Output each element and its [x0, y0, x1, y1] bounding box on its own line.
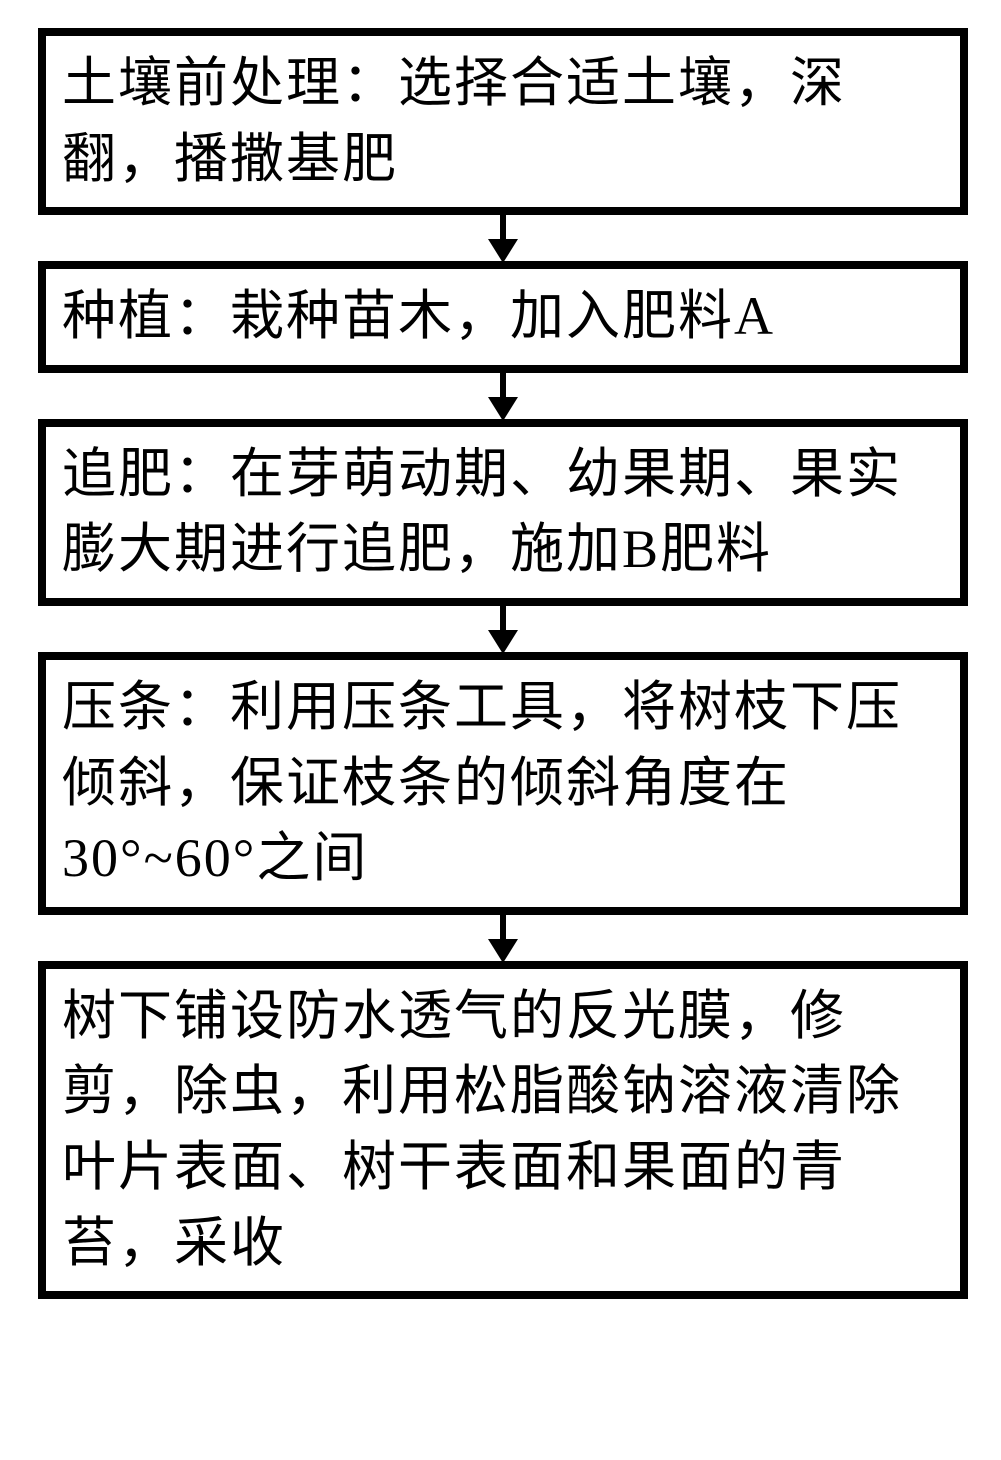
arrow-4 [38, 915, 968, 961]
flow-step-3: 追肥：在芽萌动期、幼果期、果实膨大期进行追肥，施加B肥料 [38, 419, 968, 606]
flow-step-4-text: 压条：利用压条工具，将树枝下压倾斜，保证枝条的倾斜角度在30°~60°之间 [62, 677, 902, 888]
arrow-1 [38, 215, 968, 261]
arrow-2 [38, 373, 968, 419]
flow-step-1: 土壤前处理：选择合适土壤，深翻，播撒基肥 [38, 28, 968, 215]
flow-step-2-text: 种植：栽种苗木，加入肥料A [62, 286, 775, 346]
flow-step-4: 压条：利用压条工具，将树枝下压倾斜，保证枝条的倾斜角度在30°~60°之间 [38, 652, 968, 915]
flow-step-5-text: 树下铺设防水透气的反光膜，修剪，除虫，利用松脂酸钠溶液清除叶片表面、树干表面和果… [62, 986, 902, 1273]
flow-step-3-text: 追肥：在芽萌动期、幼果期、果实膨大期进行追肥，施加B肥料 [62, 444, 902, 580]
flow-step-1-text: 土壤前处理：选择合适土壤，深翻，播撒基肥 [62, 53, 846, 189]
arrow-3 [38, 606, 968, 652]
flow-step-2: 种植：栽种苗木，加入肥料A [38, 261, 968, 373]
flowchart-container: 土壤前处理：选择合适土壤，深翻，播撒基肥 种植：栽种苗木，加入肥料A 追肥：在芽… [38, 28, 968, 1299]
flow-step-5: 树下铺设防水透气的反光膜，修剪，除虫，利用松脂酸钠溶液清除叶片表面、树干表面和果… [38, 961, 968, 1299]
